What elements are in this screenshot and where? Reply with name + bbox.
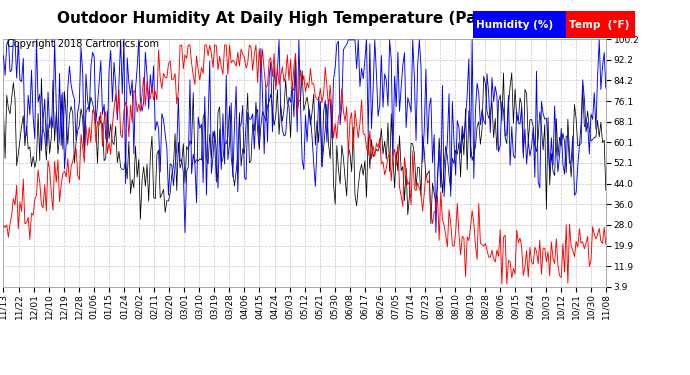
- Text: Outdoor Humidity At Daily High Temperature (Past Year) 20181113: Outdoor Humidity At Daily High Temperatu…: [57, 11, 633, 26]
- Text: Copyright 2018 Cartronics.com: Copyright 2018 Cartronics.com: [7, 39, 159, 50]
- Text: Humidity (%): Humidity (%): [476, 20, 553, 30]
- Text: Temp  (°F): Temp (°F): [569, 20, 629, 30]
